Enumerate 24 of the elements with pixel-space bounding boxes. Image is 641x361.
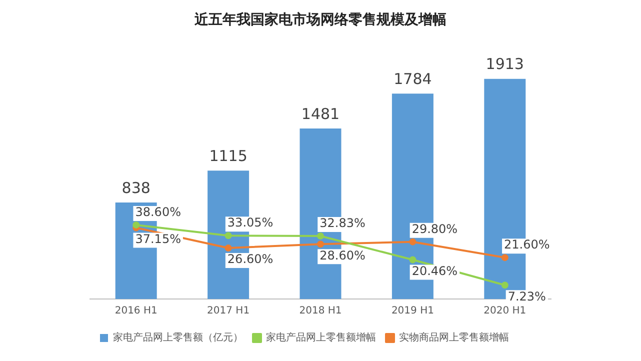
x-tick-label: 2020 H1 <box>484 306 526 317</box>
data-label: 21.60% <box>504 238 550 252</box>
x-tick-label: 2018 H1 <box>299 306 342 317</box>
data-label: 1481 <box>301 104 340 123</box>
data-label: 29.80% <box>412 222 458 236</box>
chart-title: 近五年我国家电市场网络零售规模及增幅 <box>194 11 446 28</box>
legend-label: 实物商品网上零售额增幅 <box>399 332 509 344</box>
data-label: 32.83% <box>320 216 366 230</box>
data-label: 1913 <box>486 55 524 74</box>
x-tick-label: 2019 H1 <box>391 306 434 317</box>
data-label: 1784 <box>394 70 432 88</box>
data-label: 38.60% <box>135 205 181 220</box>
legend-label: 家电产品网上零售额增幅 <box>266 332 376 344</box>
x-tick-label: 2017 H1 <box>207 306 250 317</box>
data-label: 26.60% <box>227 252 274 266</box>
data-label: 33.05% <box>227 216 274 230</box>
data-label: 7.23% <box>508 289 546 304</box>
data-label: 28.60% <box>320 248 366 262</box>
legend-label: 家电产品网上零售额（亿元） <box>113 332 243 344</box>
x-tick-label: 2016 H1 <box>114 306 158 317</box>
data-label: 20.46% <box>412 264 458 278</box>
data-label: 1115 <box>209 147 248 166</box>
data-label: 37.15% <box>135 232 181 246</box>
data-label: 838 <box>122 178 150 197</box>
